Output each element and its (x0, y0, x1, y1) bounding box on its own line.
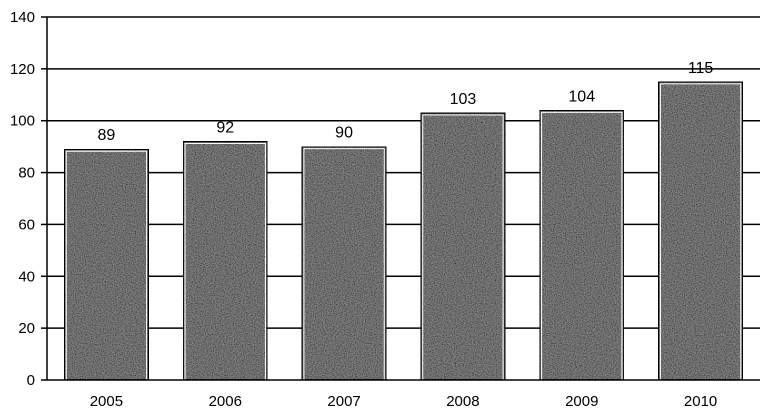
data-label: 89 (98, 127, 116, 144)
bar-2010 (657, 81, 744, 381)
axes (41, 16, 760, 381)
y-tick-label: 80 (18, 165, 35, 182)
x-tick-label: 2009 (565, 393, 598, 410)
y-tick-label: 0 (27, 372, 35, 389)
bar-2008 (419, 112, 506, 381)
data-label: 90 (335, 125, 353, 142)
data-label: 103 (450, 91, 477, 108)
x-tick-label: 2007 (327, 393, 360, 410)
bar-2009 (538, 109, 625, 381)
bar-2007 (301, 145, 388, 381)
y-tick-label: 120 (10, 61, 35, 78)
x-tick-label: 2005 (90, 393, 123, 410)
x-axis-tick-labels: 2005 2006 2007 2008 2009 2010 (90, 393, 718, 410)
y-tick-label: 100 (10, 113, 35, 130)
bar-2006 (182, 140, 269, 381)
y-tick-label: 140 (10, 9, 35, 26)
y-axis-tick-labels: 0 20 40 60 80 100 120 140 (10, 9, 35, 389)
x-tick-label: 2008 (446, 393, 479, 410)
x-tick-label: 2010 (684, 393, 717, 410)
y-tick-label: 60 (18, 216, 35, 233)
data-labels: 89 92 90 103 104 115 (98, 60, 714, 144)
data-label: 104 (568, 88, 595, 105)
x-tick-label: 2006 (209, 393, 242, 410)
bar-2005 (63, 148, 150, 381)
bars (63, 81, 744, 381)
y-tick-label: 20 (18, 320, 35, 337)
data-label: 92 (216, 119, 234, 136)
y-tick-label: 40 (18, 268, 35, 285)
gridlines (47, 16, 760, 329)
data-label: 115 (688, 60, 714, 77)
